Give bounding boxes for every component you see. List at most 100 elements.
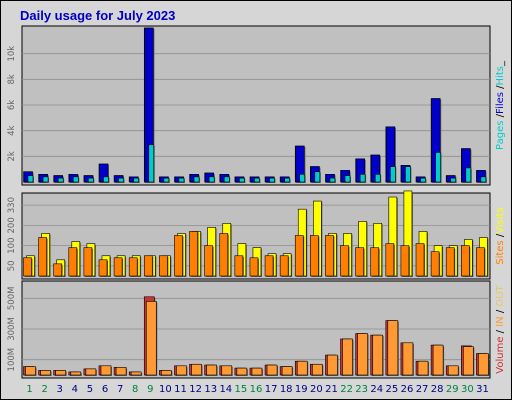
bar-in [342, 338, 353, 376]
y-tick-label: 6k [7, 100, 17, 110]
bar-in [372, 334, 384, 376]
x-tick-label: 10 [159, 384, 172, 395]
bar-pages [344, 175, 351, 183]
y-tick-label: 500M [7, 287, 17, 311]
bar-pages [405, 166, 411, 183]
bar-in [176, 365, 187, 376]
bar-pages [314, 171, 321, 183]
bar-in [281, 366, 293, 376]
bar-pages [435, 152, 441, 183]
y-tick-label: 100M [7, 348, 17, 372]
legend-volume: Volume [495, 337, 506, 374]
bar-pages [178, 177, 185, 183]
x-tick-label: 13 [204, 384, 217, 395]
x-tick-label: 11 [174, 384, 187, 395]
bar-sites [325, 235, 334, 277]
bar-pages [88, 177, 94, 183]
bar-sites [23, 257, 32, 277]
bar-in [55, 370, 66, 376]
x-tick-label: 15 [235, 384, 248, 395]
bar-pages [465, 167, 472, 183]
bar-sites [445, 247, 455, 277]
x-tick-label: 6 [102, 384, 108, 395]
bar-sites [415, 243, 425, 277]
bar-in [251, 367, 263, 376]
bar-pages [42, 176, 49, 183]
y-tick-label: 100 [7, 238, 17, 254]
x-tick-label: 4 [72, 384, 78, 395]
bar-pages [193, 176, 200, 183]
bar-in [327, 354, 338, 376]
bar-pages [480, 176, 487, 183]
bar-sites [38, 237, 47, 277]
bar-in [130, 371, 142, 376]
bar-in [161, 370, 172, 376]
chart-title: Daily usage for July 2023 [20, 8, 175, 23]
legend-sep: / [495, 113, 506, 120]
x-tick-label: 18 [280, 384, 293, 395]
bar-pages [57, 177, 64, 183]
x-tick-label: 5 [87, 384, 93, 395]
bar-pages [239, 177, 245, 183]
bar-sites [355, 247, 364, 277]
x-tick-label: 3 [57, 384, 63, 395]
x-tick-label: 24 [370, 384, 383, 395]
legend-sep: / [495, 233, 506, 240]
y-tick-label: 10k [7, 46, 17, 62]
bar-sites [98, 259, 108, 277]
bar-sites [370, 247, 380, 277]
legend-visits: Sites /Visits [495, 207, 506, 265]
bar-in [115, 367, 127, 376]
x-tick-label: 20 [310, 384, 323, 395]
x-tick-label: 16 [250, 384, 263, 395]
bar-in [236, 367, 248, 376]
bar-pages [223, 176, 230, 183]
bar-in [221, 365, 233, 376]
panel-visits: 50 100 200 330 Sites /Visits [7, 190, 506, 280]
bar-pages [254, 177, 260, 183]
y-tick-label: 8k [7, 74, 17, 84]
x-tick-label: 25 [386, 384, 399, 395]
bar-pages [72, 176, 79, 183]
x-tick-label: 23 [355, 384, 368, 395]
x-tick-label: 31 [476, 384, 489, 395]
bar-sites [279, 255, 289, 277]
panel-hits-plot-area [21, 25, 491, 186]
bar-sites [476, 247, 485, 277]
bar-pages [27, 175, 34, 183]
legend-hits: Pages /Files /Hits_ [495, 60, 506, 150]
bar-pages [329, 177, 336, 183]
y-tick-label: 4k [7, 125, 17, 135]
legend-sites: Sites [495, 240, 506, 264]
bar-sites [128, 257, 138, 277]
x-tick-label: 1 [26, 384, 32, 395]
bar-in [40, 370, 51, 376]
legend-out: OUT [495, 284, 506, 306]
x-tick-label: 17 [265, 384, 278, 395]
bar-in [70, 371, 82, 376]
panel-hits: 2k 4k 6k 8k 10k Pages /Files /Hits_ [7, 25, 506, 186]
y-tick-label: 300M [7, 317, 17, 341]
legend-volume: Volume / IN / OUT [495, 284, 506, 373]
legend-files: Files [495, 92, 506, 114]
x-tick-label: 21 [325, 384, 338, 395]
bar-sites [219, 233, 229, 277]
bar-pages [374, 174, 381, 183]
bar-in [100, 365, 112, 376]
bar-sites [83, 247, 93, 277]
bar-in [357, 333, 368, 376]
legend-pages: Pages [495, 121, 506, 150]
x-tick-label: 9 [147, 384, 153, 395]
bar-pages [359, 174, 366, 183]
y-tick-label: 200 [7, 217, 17, 233]
bar-in [85, 368, 97, 376]
bar-sites [400, 245, 410, 277]
bar-sites [310, 235, 319, 277]
y-tick-label: 2k [7, 151, 17, 161]
y-tick-label: 50 [7, 260, 17, 271]
bar-pages [208, 176, 215, 183]
bar-pages [269, 177, 275, 183]
legend-sep: / [495, 307, 506, 317]
legend-sep: / [495, 85, 506, 92]
